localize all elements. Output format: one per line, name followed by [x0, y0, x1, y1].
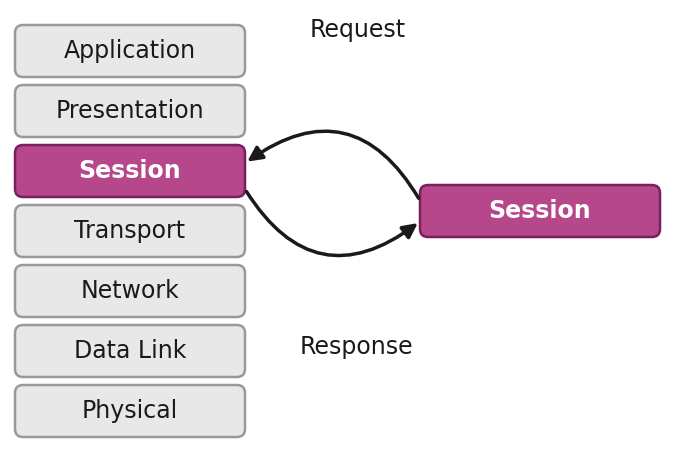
- FancyBboxPatch shape: [15, 85, 245, 137]
- Text: Data Link: Data Link: [74, 339, 186, 363]
- FancyBboxPatch shape: [15, 145, 245, 197]
- Text: Presentation: Presentation: [56, 99, 204, 123]
- Text: Physical: Physical: [82, 399, 178, 423]
- Text: Request: Request: [310, 18, 406, 42]
- Text: Network: Network: [81, 279, 179, 303]
- FancyBboxPatch shape: [420, 185, 660, 237]
- Text: Session: Session: [79, 159, 181, 183]
- FancyBboxPatch shape: [15, 205, 245, 257]
- Text: Transport: Transport: [75, 219, 185, 243]
- FancyBboxPatch shape: [15, 385, 245, 437]
- Text: Response: Response: [300, 335, 414, 359]
- Text: Session: Session: [488, 199, 591, 223]
- FancyBboxPatch shape: [15, 325, 245, 377]
- FancyBboxPatch shape: [15, 265, 245, 317]
- FancyBboxPatch shape: [15, 25, 245, 77]
- Text: Application: Application: [64, 39, 196, 63]
